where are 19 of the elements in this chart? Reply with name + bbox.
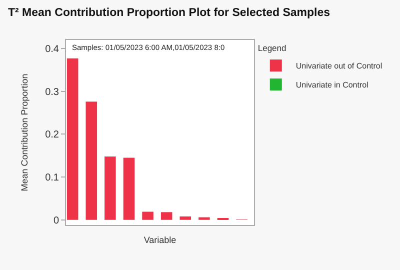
- y-tick-label: 0.2: [45, 130, 60, 141]
- bar: [104, 156, 116, 220]
- bar: [123, 158, 135, 220]
- y-tick-label: 0.1: [45, 172, 60, 184]
- y-axis-title: Mean Contribution Proportion: [19, 74, 30, 192]
- legend-title: Legend: [258, 43, 287, 54]
- bar: [66, 58, 78, 220]
- bar: [142, 212, 154, 220]
- bar: [160, 212, 172, 220]
- y-tick-label: 0.3: [45, 86, 60, 98]
- y-tick-label: 0: [53, 215, 60, 226]
- legend-label: Univariate out of Control: [296, 62, 382, 71]
- chart-title: T² Mean Contribution Proportion Plot for Selected Samples: [8, 7, 330, 20]
- bar: [86, 102, 98, 220]
- y-tick-label: 0.4: [45, 44, 60, 56]
- bar: [180, 216, 192, 220]
- x-axis-title: Variable: [144, 234, 176, 245]
- bar: [198, 217, 210, 220]
- legend-label: Univariate in Control: [296, 80, 369, 90]
